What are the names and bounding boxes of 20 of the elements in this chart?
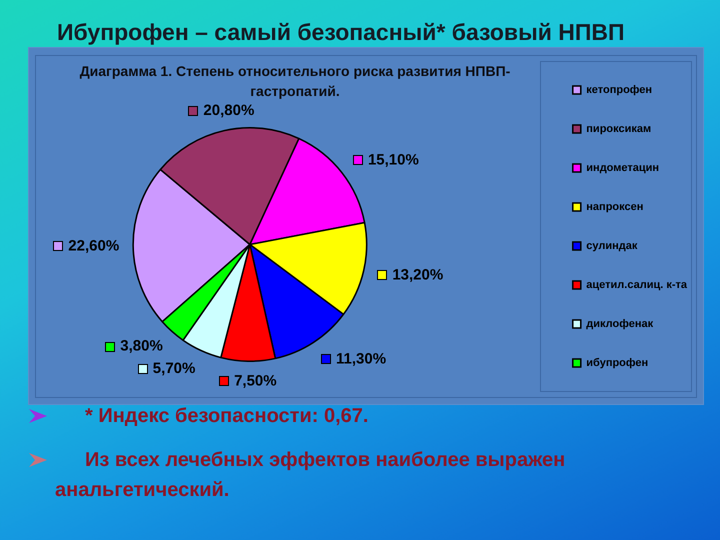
chart-title: Ибупрофен – самый безопасный* базовый НПВП: [57, 19, 625, 46]
legend-label: напроксен: [586, 201, 644, 214]
legend-label: индометацин: [586, 162, 660, 174]
text: * Индекс безопасности: 0,67.: [85, 405, 368, 427]
data-label: 22,60%: [68, 237, 120, 254]
legend-label: диклофенак: [586, 318, 654, 330]
data-label: 5,70%: [152, 360, 196, 377]
legend-label: ибупрофен: [586, 357, 648, 370]
data-label: 7,50%: [234, 372, 277, 390]
legend-label: ацетил.салиц. к-та: [586, 279, 688, 292]
text: Диаграмма 1. Степень относительного риска развития НПВП-гастропатий.: [78, 62, 512, 101]
data-label: 15,10%: [368, 151, 419, 168]
data-label: 3,80%: [120, 338, 163, 355]
legend-label: кетопрофен: [586, 84, 652, 96]
text: Из всех лечебных эффектов наиболее выражен анальгетический.: [55, 449, 566, 501]
legend-label: сулиндак: [586, 240, 638, 252]
data-label: 13,20%: [392, 266, 444, 284]
legend-label: пироксикам: [586, 123, 652, 136]
data-label: 11,30%: [336, 350, 386, 368]
data-label: 20,80%: [203, 102, 254, 120]
